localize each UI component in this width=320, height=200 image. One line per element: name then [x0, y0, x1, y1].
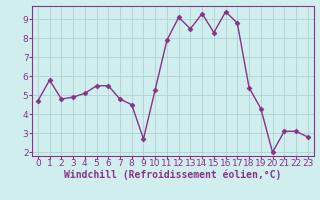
X-axis label: Windchill (Refroidissement éolien,°C): Windchill (Refroidissement éolien,°C)	[64, 170, 282, 180]
